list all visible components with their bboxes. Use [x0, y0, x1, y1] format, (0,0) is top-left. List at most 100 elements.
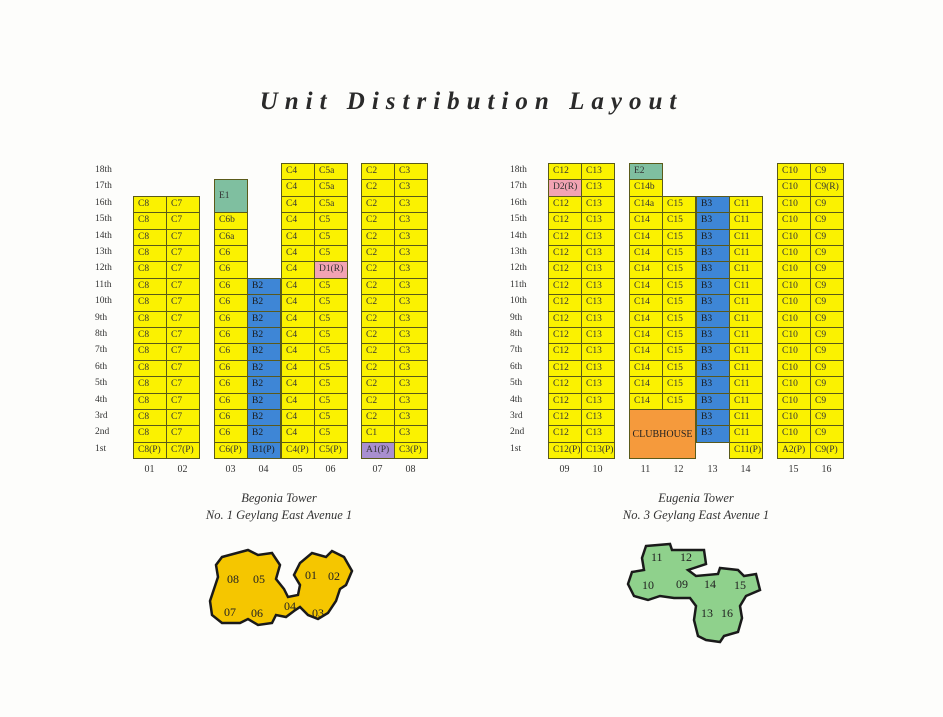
begonia-unit-cell: C3	[394, 261, 428, 279]
eugenia-unit-cell: C11	[729, 212, 763, 230]
eugenia-unit-cell: C9	[810, 409, 844, 427]
eugenia-unit-cell: B3	[696, 195, 730, 214]
begonia-floor-label: 16th	[95, 197, 112, 208]
begonia-unit-cell: C3	[394, 277, 428, 296]
eugenia-unit-cell: C15	[662, 294, 696, 312]
eugenia-unit-cell: C14	[629, 376, 663, 394]
eugenia-unit-cell: C13	[581, 277, 615, 296]
eugenia-unit-cell: C9	[810, 212, 844, 230]
eugenia-unit-cell: C12	[548, 212, 582, 230]
eugenia-keyplan-label: 14	[704, 577, 716, 591]
eugenia-unit-cell: A2(P)	[777, 441, 811, 460]
clubhouse-block: CLUBHOUSE	[629, 409, 696, 460]
eugenia-unit-cell: B3	[696, 359, 730, 378]
eugenia-unit-cell: C13	[581, 245, 615, 263]
eugenia-floor-label: 4th	[510, 394, 523, 405]
begonia-unit-cell: C7	[166, 195, 200, 214]
begonia-unit-cell: C4	[281, 163, 315, 181]
eugenia-unit-cell: C13	[581, 294, 615, 312]
begonia-unit-cell: D1(R)	[314, 261, 348, 279]
begonia-keyplan-label: 06	[251, 606, 263, 620]
begonia-unit-cell: C4	[281, 277, 315, 296]
eugenia-unit-cell: B3	[696, 261, 730, 279]
begonia-unit-cell: C5	[314, 409, 348, 427]
eugenia-unit-cell: C9(R)	[810, 179, 844, 197]
begonia-unit-cell: C6	[214, 294, 248, 312]
eugenia-column-label: 12	[673, 464, 684, 476]
eugenia-unit-cell: C9	[810, 163, 844, 181]
begonia-unit-cell: C3	[394, 376, 428, 394]
begonia-unit-cell: C4	[281, 261, 315, 279]
begonia-unit-cell: B2	[247, 277, 281, 296]
begonia-keyplan-label: 03	[312, 606, 324, 620]
begonia-unit-cell: C6	[214, 425, 248, 443]
eugenia-unit-cell: C14	[629, 228, 663, 246]
begonia-floor-label: 4th	[95, 394, 108, 405]
eugenia-unit-cell: C12	[548, 245, 582, 263]
begonia-unit-cell: C5	[314, 376, 348, 394]
eugenia-unit-cell: C13	[581, 359, 615, 378]
eugenia-keyplan-shape	[626, 542, 762, 644]
eugenia-floor-label: 7th	[510, 345, 523, 356]
eugenia-floor-label: 2nd	[510, 427, 525, 438]
eugenia-unit-cell: C13	[581, 228, 615, 246]
begonia-unit-cell: C2	[361, 245, 395, 263]
eugenia-unit-cell: C13	[581, 310, 615, 328]
eugenia-tower-address: No. 3 Geylang East Avenue 1	[622, 508, 770, 522]
eugenia-unit-cell: C12(P)	[548, 441, 582, 460]
begonia-unit-cell: C5	[314, 228, 348, 246]
eugenia-floor-label: 11th	[510, 279, 527, 290]
begonia-unit-cell: B2	[247, 310, 281, 328]
begonia-unit-cell: C5a	[314, 179, 348, 197]
begonia-floor-label: 14th	[95, 230, 112, 241]
begonia-unit-cell: C3	[394, 195, 428, 214]
begonia-unit-cell: C2	[361, 261, 395, 279]
begonia-keyplan-label: 01	[305, 568, 317, 582]
begonia-unit-cell: C6b	[214, 212, 248, 230]
eugenia-unit-cell: C9(P)	[810, 441, 844, 460]
eugenia-unit-cell: C14	[629, 359, 663, 378]
eugenia-unit-cell: C11	[729, 261, 763, 279]
begonia-unit-cell: C2	[361, 359, 395, 378]
eugenia-unit-cell: C13(P)	[581, 441, 615, 460]
begonia-unit-cell: C3	[394, 343, 428, 361]
eugenia-unit-cell: C12	[548, 376, 582, 394]
begonia-unit-cell: C8	[133, 376, 167, 394]
eugenia-unit-cell: C15	[662, 261, 696, 279]
eugenia-unit-cell: C9	[810, 376, 844, 394]
eugenia-floor-label: 6th	[510, 361, 523, 372]
begonia-unit-cell: C6	[214, 392, 248, 410]
eugenia-floor-label: 14th	[510, 230, 527, 241]
eugenia-unit-cell: B3	[696, 409, 730, 427]
eugenia-unit-cell: C14	[629, 392, 663, 410]
begonia-unit-cell: B2	[247, 425, 281, 443]
begonia-unit-cell: C4	[281, 310, 315, 328]
begonia-keyplan-label: 07	[224, 605, 236, 619]
eugenia-unit-cell: C11	[729, 195, 763, 214]
begonia-floor-label: 1st	[95, 443, 107, 454]
begonia-column-label: 06	[325, 464, 336, 476]
begonia-keyplan-label: 08	[227, 572, 239, 586]
eugenia-unit-cell: C11	[729, 245, 763, 263]
begonia-unit-cell: C4	[281, 195, 315, 214]
begonia-unit-cell: C8	[133, 310, 167, 328]
begonia-unit-cell: C8	[133, 277, 167, 296]
eugenia-unit-cell: C14	[629, 310, 663, 328]
begonia-unit-cell: C3	[394, 327, 428, 345]
begonia-unit-cell: C4	[281, 376, 315, 394]
eugenia-unit-cell: C13	[581, 409, 615, 427]
eugenia-unit-cell: C9	[810, 294, 844, 312]
begonia-keyplan-label: 04	[284, 599, 296, 613]
eugenia-unit-cell: C12	[548, 392, 582, 410]
eugenia-tower-name: Eugenia Tower	[658, 491, 734, 505]
eugenia-keyplan-label: 15	[734, 578, 746, 592]
begonia-floor-label: 10th	[95, 296, 112, 307]
eugenia-unit-cell: C11	[729, 392, 763, 410]
eugenia-unit-cell: C14a	[629, 195, 663, 214]
begonia-unit-cell: C6(P)	[214, 441, 248, 460]
eugenia-floor-label: 5th	[510, 378, 523, 389]
eugenia-unit-cell: C14	[629, 327, 663, 345]
eugenia-unit-cell: C15	[662, 228, 696, 246]
begonia-unit-cell: C8	[133, 228, 167, 246]
